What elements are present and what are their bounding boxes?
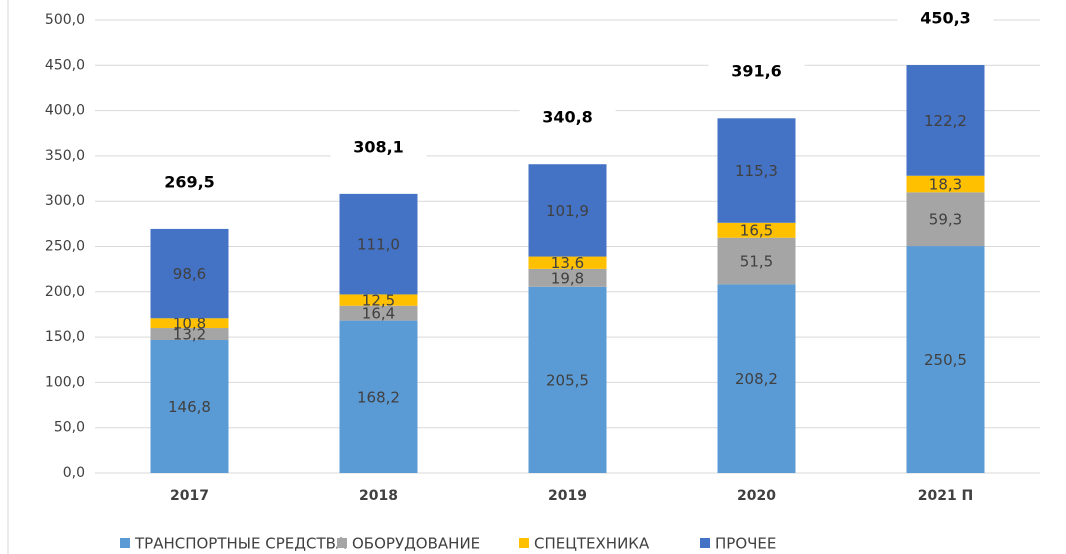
total-label-bg [708, 58, 805, 87]
bar-segment [339, 193, 418, 295]
x-tick-label: 2019 [548, 488, 587, 504]
bar-segment [906, 65, 985, 176]
bar-segment [150, 318, 229, 329]
bar-segment [906, 192, 985, 247]
bar-segment [528, 286, 607, 473]
data-label: 101,9 [546, 202, 589, 220]
data-label: 51,5 [740, 253, 773, 271]
total-label: 269,5 [164, 172, 215, 191]
bar-segment [717, 118, 796, 223]
data-label: 13,2 [173, 326, 206, 344]
legend-label: ПРОЧЕЕ [715, 535, 776, 553]
y-tick-label: 250,0 [45, 239, 85, 255]
data-label: 10,8 [173, 315, 206, 333]
data-label: 205,5 [546, 371, 589, 389]
y-tick-label: 300,0 [45, 193, 85, 209]
bar-segment [528, 164, 607, 257]
total-label: 340,8 [542, 108, 593, 127]
data-label: 13,6 [551, 254, 584, 272]
bar-segment [906, 246, 985, 473]
bar-segment [528, 256, 607, 269]
legend-swatch [120, 538, 130, 548]
data-label: 111,0 [357, 236, 400, 254]
total-label-bg [897, 5, 994, 34]
bar-segment [339, 305, 418, 321]
legend-swatch [519, 538, 529, 548]
bar-segment [717, 237, 796, 285]
x-tick-label: 2020 [737, 488, 776, 504]
y-tick-label: 500,0 [45, 12, 85, 28]
bar-segment [717, 284, 796, 473]
total-label: 308,1 [353, 137, 404, 156]
total-label-bg [141, 168, 238, 197]
data-label: 12,5 [362, 292, 395, 310]
data-label: 208,2 [735, 370, 778, 388]
bar-segment [717, 222, 796, 238]
data-label: 250,5 [924, 351, 967, 369]
data-label: 168,2 [357, 388, 400, 406]
data-label: 59,3 [929, 211, 962, 229]
y-tick-label: 150,0 [45, 329, 85, 345]
bar-segment [906, 175, 985, 193]
legend-label: ОБОРУДОВАНИЕ [352, 535, 480, 553]
bar-segment [528, 268, 607, 287]
y-tick-label: 200,0 [45, 284, 85, 300]
data-label: 115,3 [735, 162, 778, 180]
data-label: 19,8 [551, 269, 584, 287]
y-tick-label: 100,0 [45, 374, 85, 390]
legend-label: СПЕЦТЕХНИКА [534, 535, 650, 553]
x-tick-label: 2017 [170, 488, 209, 504]
y-tick-label: 0,0 [63, 465, 85, 481]
y-tick-label: 50,0 [54, 420, 85, 436]
total-label-bg [330, 133, 427, 162]
x-tick-label: 2018 [359, 488, 398, 504]
total-label: 450,3 [920, 9, 971, 28]
data-label: 98,6 [173, 265, 206, 283]
bar-segment [339, 294, 418, 306]
data-label: 122,2 [924, 112, 967, 130]
total-label-bg [519, 104, 616, 133]
data-label: 16,4 [362, 305, 395, 323]
bar-segment [150, 339, 229, 473]
legend-label: ТРАНСПОРТНЫЕ СРЕДСТВА [134, 535, 347, 553]
y-tick-label: 400,0 [45, 103, 85, 119]
x-tick-label: 2021 П [918, 488, 974, 504]
legend-swatch [337, 538, 347, 548]
legend-swatch [700, 538, 710, 548]
bar-segment [150, 328, 229, 340]
data-label: 16,5 [740, 222, 773, 240]
data-label: 18,3 [929, 176, 962, 194]
total-label: 391,6 [731, 62, 782, 81]
y-tick-label: 450,0 [45, 57, 85, 73]
bar-segment [150, 228, 229, 319]
bar-segment [339, 320, 418, 473]
data-label: 146,8 [168, 398, 211, 416]
y-tick-label: 350,0 [45, 148, 85, 164]
